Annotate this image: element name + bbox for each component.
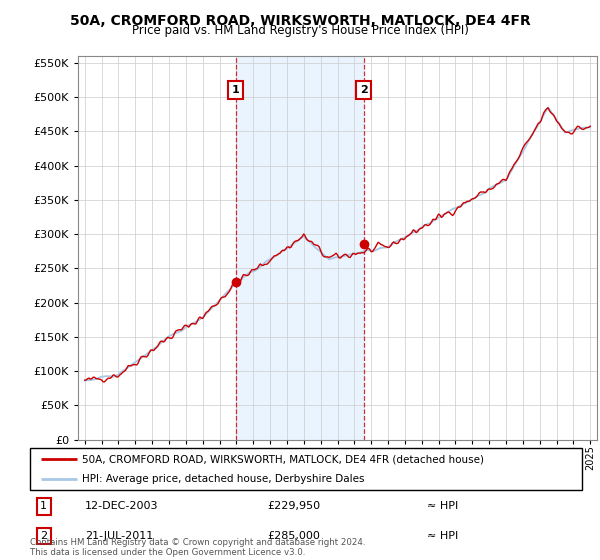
Text: 2: 2 <box>40 531 47 541</box>
Text: 1: 1 <box>232 85 239 95</box>
Text: 21-JUL-2011: 21-JUL-2011 <box>85 531 154 541</box>
Text: 50A, CROMFORD ROAD, WIRKSWORTH, MATLOCK, DE4 4FR: 50A, CROMFORD ROAD, WIRKSWORTH, MATLOCK,… <box>70 14 530 28</box>
Text: Contains HM Land Registry data © Crown copyright and database right 2024.
This d: Contains HM Land Registry data © Crown c… <box>30 538 365 557</box>
FancyBboxPatch shape <box>30 448 582 490</box>
Text: £285,000: £285,000 <box>268 531 320 541</box>
Text: ≈ HPI: ≈ HPI <box>427 501 458 511</box>
Text: 2: 2 <box>360 85 367 95</box>
Text: ≈ HPI: ≈ HPI <box>427 531 458 541</box>
Text: 12-DEC-2003: 12-DEC-2003 <box>85 501 158 511</box>
Text: HPI: Average price, detached house, Derbyshire Dales: HPI: Average price, detached house, Derb… <box>82 474 365 484</box>
Text: £229,950: £229,950 <box>268 501 320 511</box>
Text: Price paid vs. HM Land Registry's House Price Index (HPI): Price paid vs. HM Land Registry's House … <box>131 24 469 36</box>
Text: 50A, CROMFORD ROAD, WIRKSWORTH, MATLOCK, DE4 4FR (detached house): 50A, CROMFORD ROAD, WIRKSWORTH, MATLOCK,… <box>82 454 484 464</box>
Text: 1: 1 <box>40 501 47 511</box>
Bar <box>236 56 364 440</box>
